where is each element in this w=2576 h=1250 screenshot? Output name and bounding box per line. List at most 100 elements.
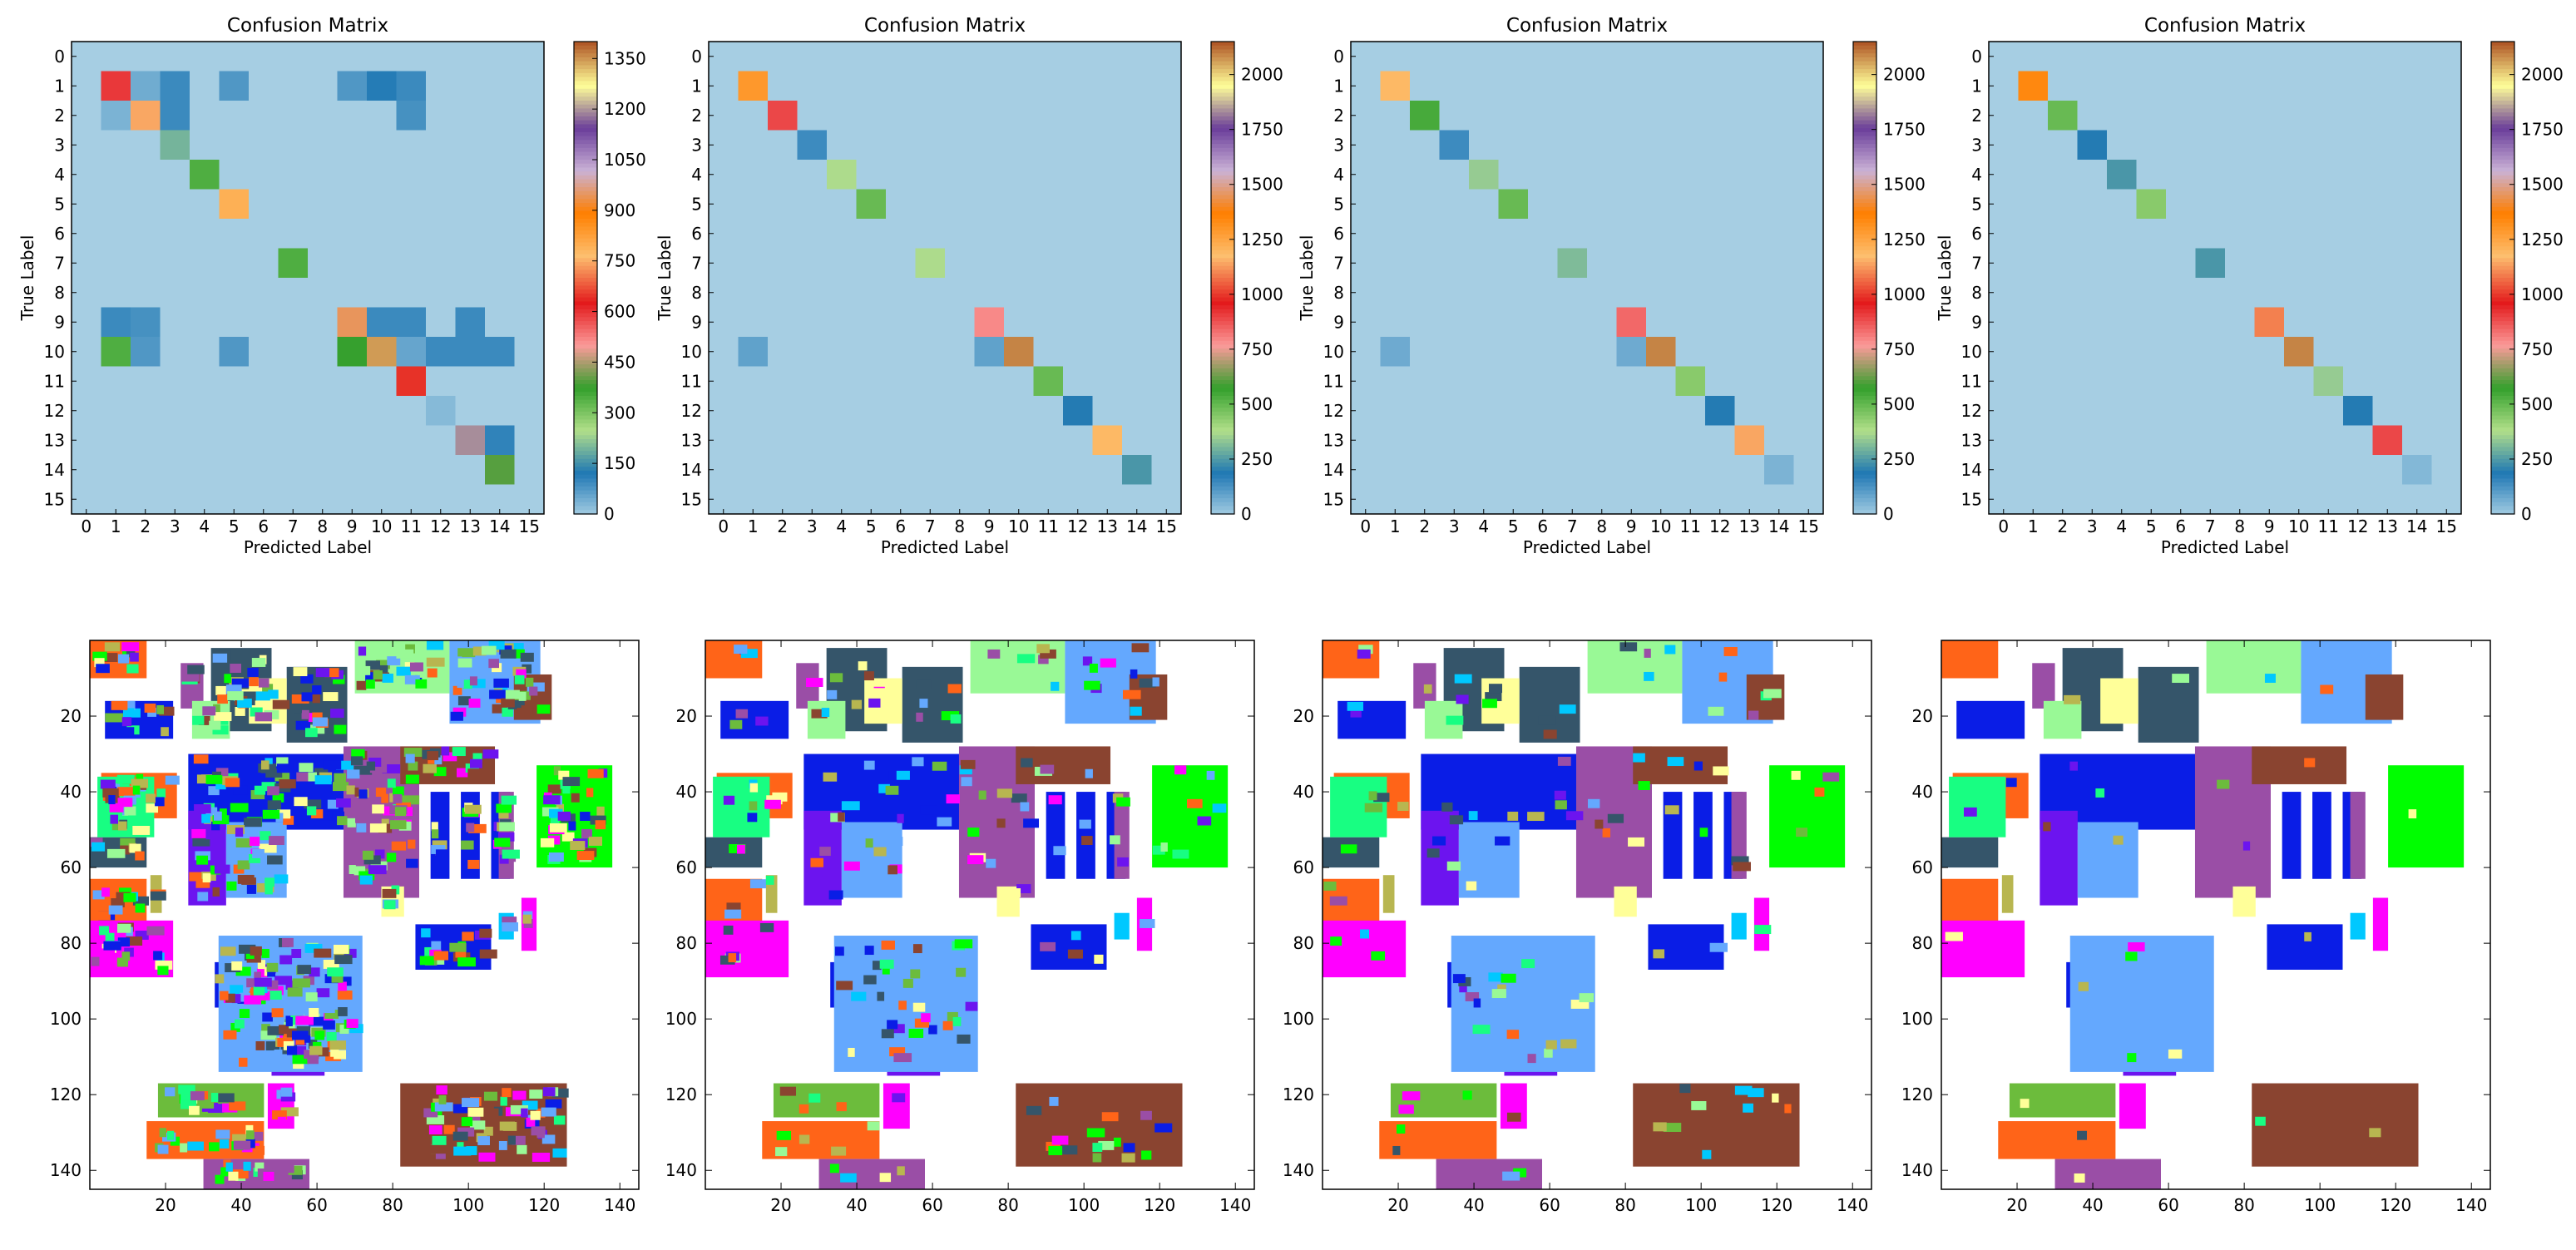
map-noise — [105, 713, 123, 723]
x-tick-label: 0 — [1360, 516, 1371, 536]
colorbar-segment — [574, 262, 597, 267]
map-noise — [472, 646, 487, 656]
cm-cell — [1092, 455, 1123, 485]
cm-cell — [738, 130, 769, 161]
map-noise — [92, 651, 107, 661]
map-noise — [1140, 919, 1155, 928]
cm-cell — [396, 219, 427, 249]
cm-cell — [1646, 307, 1676, 338]
cm3-cells — [1351, 42, 1824, 515]
colorbar-segment — [574, 238, 597, 244]
y-tick-label: 4 — [691, 165, 702, 185]
y-tick-label: 5 — [1333, 194, 1344, 214]
map-noise — [311, 809, 324, 819]
map-noise — [220, 1167, 229, 1177]
cm-cell — [915, 278, 946, 308]
map-noise — [896, 770, 910, 780]
map-noise — [365, 679, 375, 689]
colorbar-segment — [1853, 289, 1876, 294]
cm-cell — [2048, 130, 2078, 161]
colorbar-segment — [2491, 470, 2514, 476]
cm-cell — [1734, 160, 1765, 190]
map-noise — [514, 649, 525, 659]
colorbar-segment — [574, 250, 597, 255]
cm-cell — [278, 160, 309, 190]
map-region-indigo — [1421, 810, 1459, 906]
colorbar-segment — [1853, 230, 1876, 235]
colorbar-segment — [2491, 458, 2514, 464]
map-noise — [1466, 881, 1477, 891]
cm-cell — [1151, 455, 1182, 485]
cm-cell — [1528, 219, 1558, 249]
cm-cell — [2195, 396, 2226, 426]
colorbar-segment — [1211, 301, 1234, 306]
map-noise — [1784, 1104, 1792, 1114]
colorbar-segment — [2491, 250, 2514, 255]
map-noise — [382, 673, 393, 683]
x-tick-label: 6 — [2175, 516, 2186, 536]
cm-cell — [2284, 248, 2314, 279]
map-noise — [457, 679, 464, 689]
map-noise — [202, 873, 211, 883]
cm-cell — [1616, 337, 1647, 367]
map-noise — [274, 772, 290, 782]
cm-cell — [827, 101, 857, 131]
colorbar-tick-label: 0 — [2521, 504, 2532, 524]
map-noise — [252, 1145, 265, 1155]
map-noise — [1040, 649, 1056, 659]
map-noise — [1628, 837, 1645, 847]
cm-cell — [2018, 366, 2049, 397]
map-noise — [967, 828, 980, 837]
cm-cell — [308, 337, 338, 367]
colorbar-segment — [1211, 415, 1234, 421]
cm-cell — [1033, 130, 1064, 161]
colorbar-segment — [1211, 510, 1234, 515]
map-noise — [296, 772, 313, 782]
map-noise — [103, 941, 121, 951]
cm-cell — [1004, 337, 1034, 367]
map-noise — [337, 816, 348, 826]
map-noise — [117, 798, 133, 808]
map-region-skyblue — [2069, 936, 2214, 1072]
map-noise — [334, 773, 346, 783]
cm-cell — [367, 366, 397, 397]
colorbar-tick-label: 1750 — [1241, 120, 1283, 140]
colorbar-segment — [1853, 324, 1876, 330]
map-noise — [1130, 669, 1138, 679]
cm-cell — [1557, 278, 1588, 308]
colorbar-segment — [1853, 246, 1876, 251]
cm-cell — [131, 307, 161, 338]
map-noise — [588, 837, 603, 846]
map-noise — [165, 1087, 176, 1097]
map-noise — [947, 684, 962, 694]
cm-cell — [886, 337, 916, 367]
cm-cell — [1764, 71, 1794, 101]
map-noise — [283, 815, 294, 825]
cm-cell — [1469, 130, 1499, 161]
colorbar-tick-label: 300 — [604, 403, 635, 422]
x-tick-label: 7 — [2205, 516, 2216, 536]
map-region-slate — [902, 666, 963, 743]
cm-cell — [1439, 248, 1470, 279]
y-tick-label: 8 — [1333, 283, 1344, 303]
cm-cell — [827, 307, 857, 338]
cm-cell — [1734, 307, 1765, 338]
map-noise — [362, 850, 374, 860]
map-noise — [260, 831, 271, 841]
cm-cell — [945, 42, 975, 72]
colorbar-segment — [574, 156, 597, 161]
map-noise — [180, 1091, 196, 1100]
cm-cell — [797, 396, 828, 426]
map-noise — [1501, 973, 1516, 983]
map-noise — [235, 828, 244, 837]
map-region-orange — [1998, 1121, 2116, 1159]
cm-cell — [974, 455, 1005, 485]
cm-cell — [2402, 160, 2432, 190]
cm-cell — [1151, 307, 1182, 338]
cm-cell — [485, 396, 515, 426]
colorbar-segment — [1853, 183, 1876, 188]
cm-cell — [367, 278, 397, 308]
colorbar-segment — [2491, 96, 2514, 101]
x-tick-label: 12 — [1709, 516, 1730, 536]
y-tick-label: 13 — [1961, 430, 1982, 450]
